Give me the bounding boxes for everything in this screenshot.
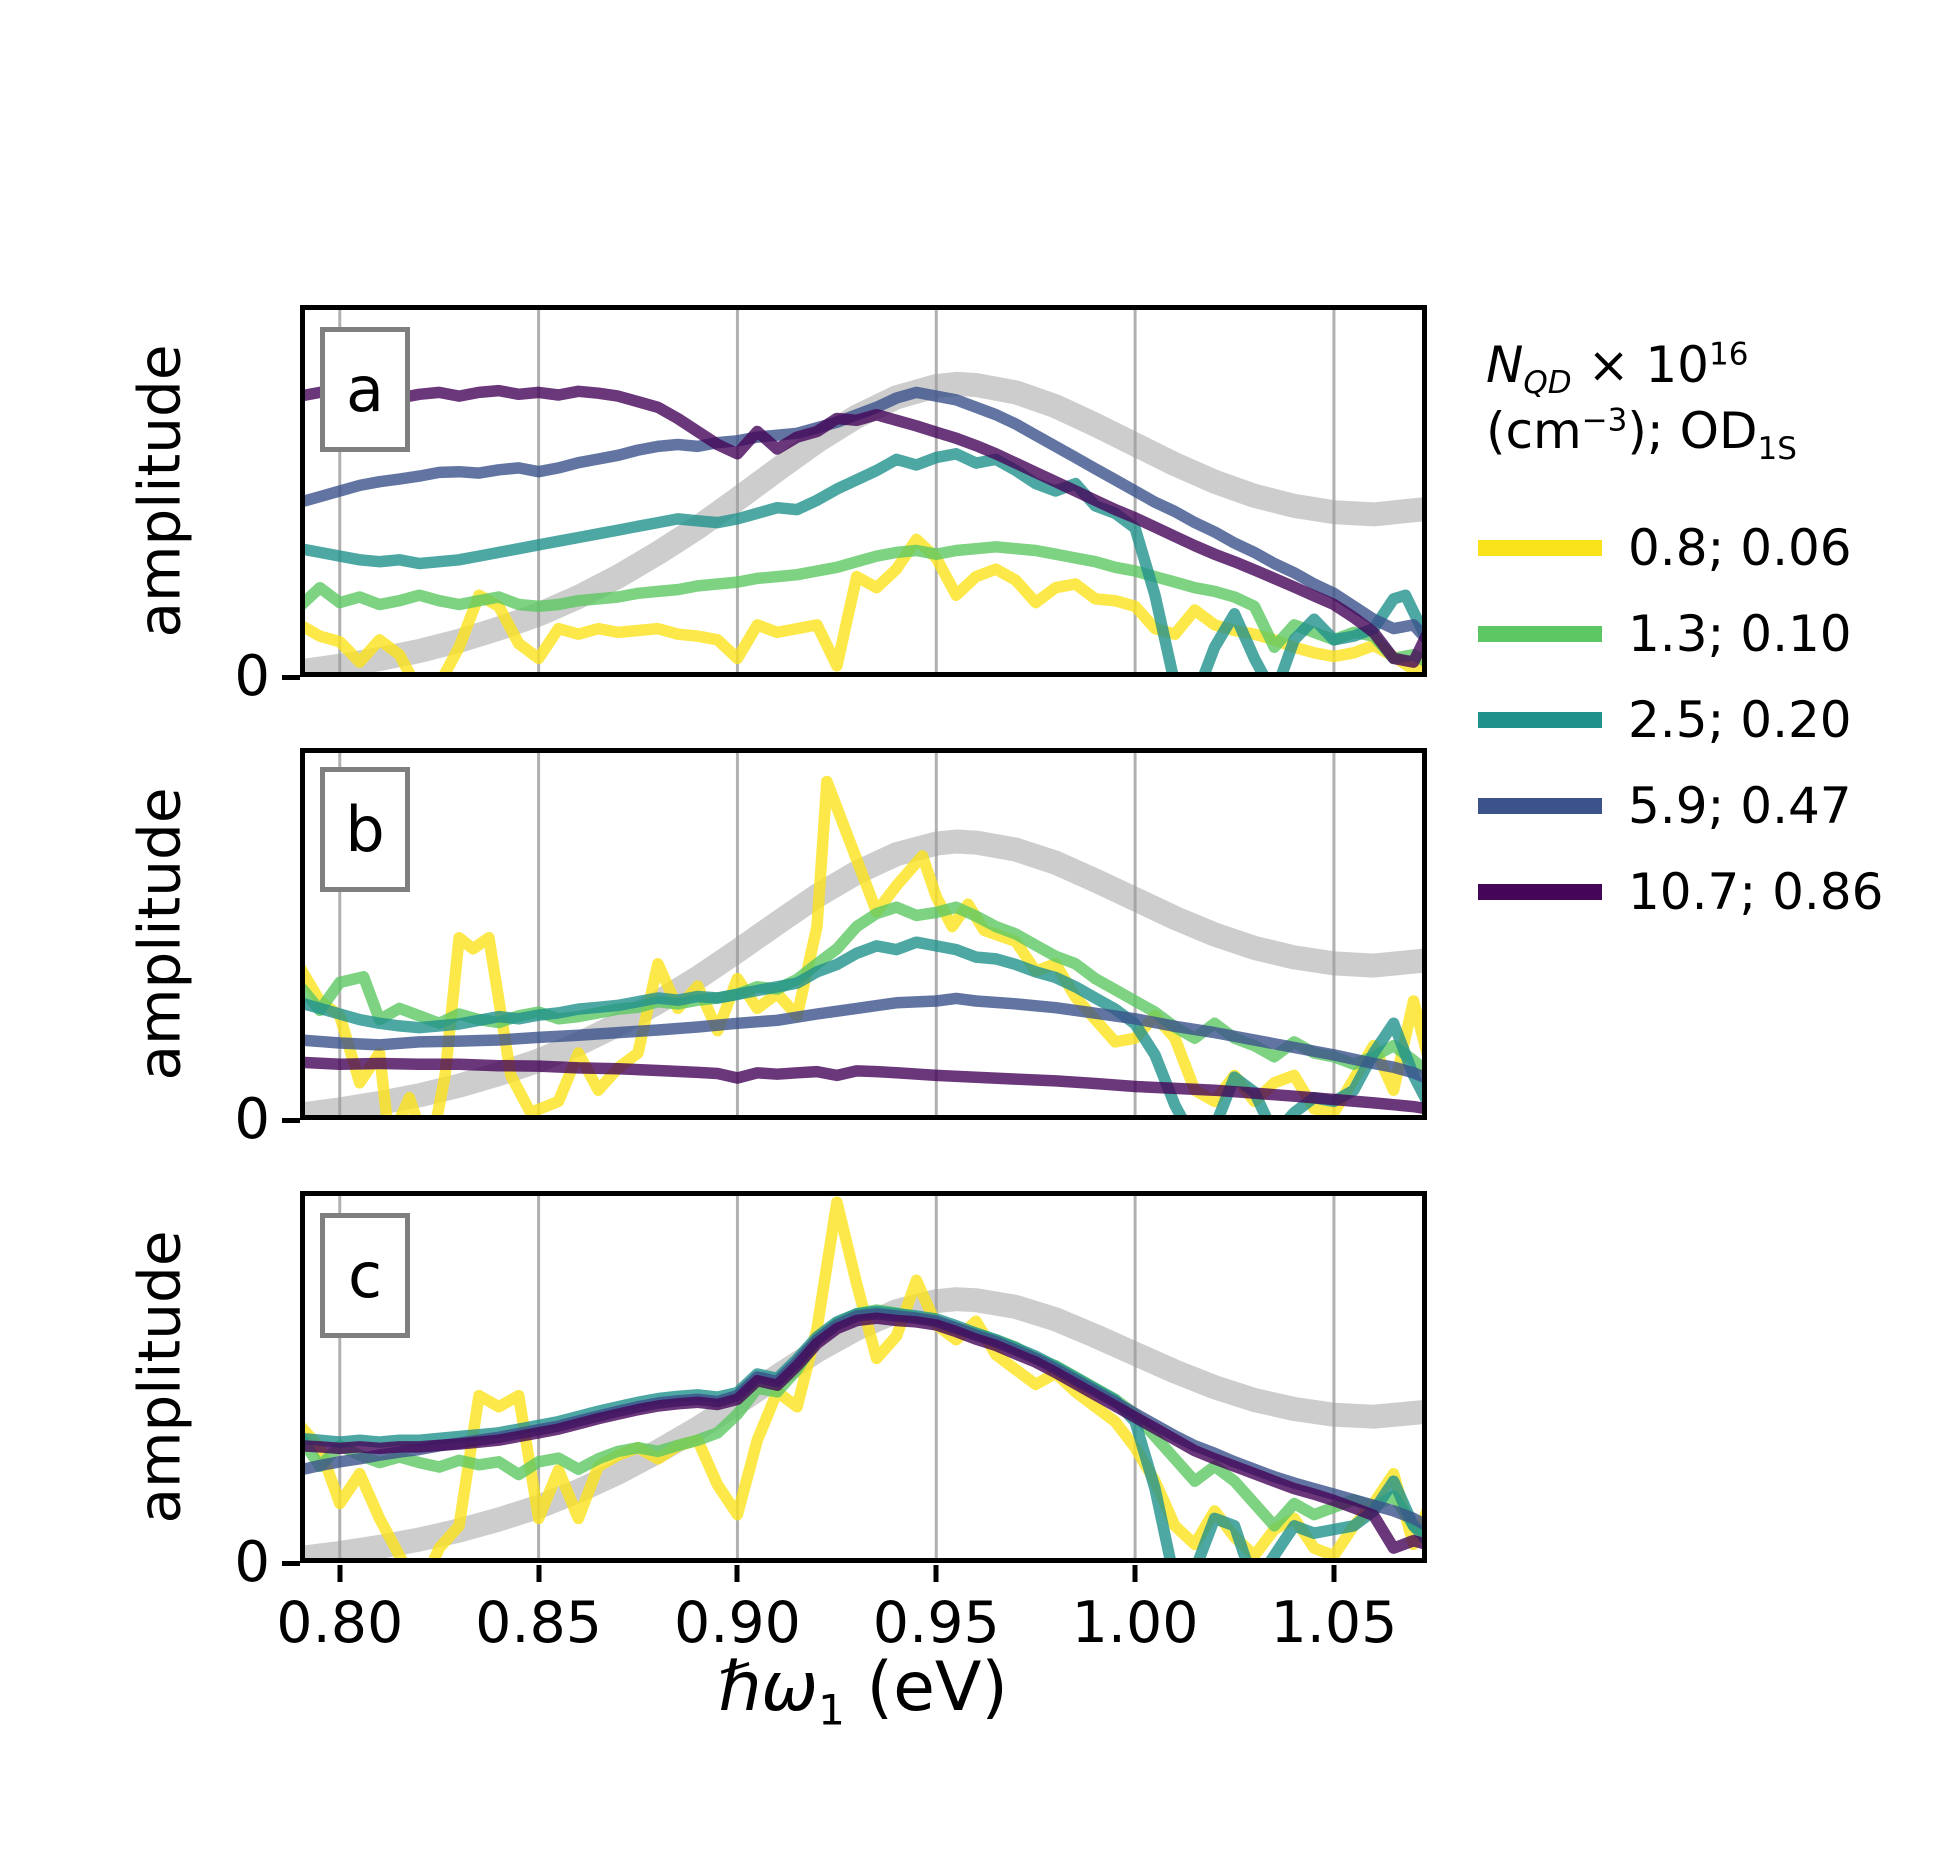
- legend-title: NQD × 1016 (cm−3); OD1S: [1478, 336, 1948, 467]
- x-tick-mark: [933, 1565, 939, 1582]
- x-axis-label: ℏω1 (eV): [718, 1648, 1008, 1735]
- panel-b-plot: [300, 748, 1427, 1120]
- x-tick-label: 1.00: [1071, 1590, 1199, 1656]
- legend: NQD × 1016 (cm−3); OD1S 0.8; 0.06 1.3; 0.…: [1478, 336, 1948, 935]
- legend-entry: 0.8; 0.06: [1478, 505, 1948, 591]
- legend-line-swatch: [1478, 626, 1602, 643]
- x-tick-label: 0.90: [673, 1590, 801, 1656]
- legend-title-line2: (cm−3); OD1S: [1486, 401, 1797, 467]
- x-tick-label: 0.85: [475, 1590, 603, 1656]
- x-tick-mark: [337, 1565, 343, 1582]
- legend-entry-label: 0.8; 0.06: [1628, 519, 1852, 578]
- x-tick-mark: [1132, 1565, 1138, 1582]
- x-tick-label: 1.05: [1270, 1590, 1398, 1656]
- legend-line-swatch: [1478, 798, 1602, 815]
- y-tick-mark-panel-c: [282, 1561, 300, 1566]
- panel-a-plot: [300, 305, 1427, 677]
- legend-entry: 1.3; 0.10: [1478, 591, 1948, 677]
- legend-entry: 5.9; 0.47: [1478, 763, 1948, 849]
- y-axis-label-panel-b: amplitude: [126, 787, 194, 1081]
- y-tick-zero-panel-c: 0: [234, 1530, 270, 1595]
- y-tick-zero-panel-a: 0: [234, 644, 270, 709]
- legend-entry: 2.5; 0.20: [1478, 677, 1948, 763]
- legend-entry-label: 10.7; 0.86: [1628, 863, 1884, 922]
- x-tick-mark: [1331, 1565, 1337, 1582]
- panel-c-plot: [300, 1191, 1427, 1563]
- x-tick-mark: [536, 1565, 542, 1582]
- y-tick-zero-panel-b: 0: [234, 1087, 270, 1152]
- legend-line-swatch: [1478, 540, 1602, 557]
- x-tick-label: 0.95: [872, 1590, 1000, 1656]
- legend-title-line1: NQD × 1016: [1486, 336, 1749, 401]
- legend-line-swatch: [1478, 884, 1602, 901]
- x-tick-mark: [734, 1565, 740, 1582]
- legend-line-swatch: [1478, 712, 1602, 729]
- y-axis-label-panel-c: amplitude: [126, 1230, 194, 1524]
- legend-entry: 10.7; 0.86: [1478, 849, 1948, 935]
- legend-entry-label: 2.5; 0.20: [1628, 691, 1852, 750]
- y-tick-mark-panel-a: [282, 675, 300, 680]
- legend-entries: 0.8; 0.06 1.3; 0.10 2.5; 0.20 5.9; 0.47 10.7…: [1478, 505, 1948, 935]
- legend-entry-label: 1.3; 0.10: [1628, 605, 1852, 664]
- y-tick-mark-panel-b: [282, 1118, 300, 1123]
- panel-label-c: c: [320, 1213, 410, 1338]
- legend-entry-label: 5.9; 0.47: [1628, 777, 1852, 836]
- x-tick-label: 0.80: [276, 1590, 404, 1656]
- y-axis-label-panel-a: amplitude: [126, 344, 194, 638]
- panel-label-a: a: [320, 327, 410, 452]
- panel-label-b: b: [320, 767, 410, 892]
